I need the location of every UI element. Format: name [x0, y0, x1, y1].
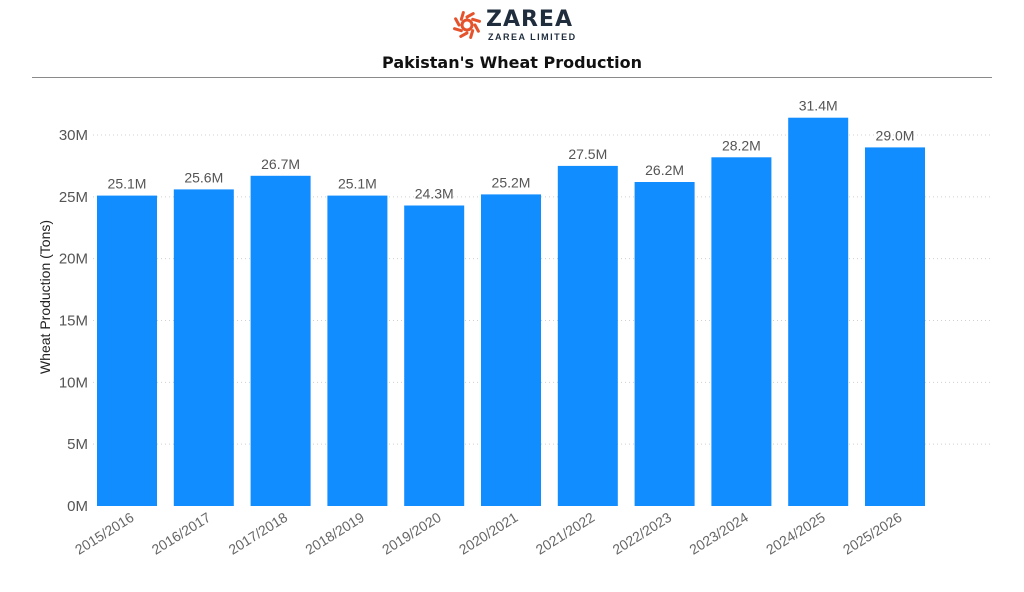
data-label: 31.4M [799, 98, 838, 114]
bar [250, 175, 311, 507]
x-tick-label: 2019/2020 [379, 509, 444, 558]
zarea-logo: ZAREA ZAREA LIMITED [452, 8, 582, 44]
bar [865, 147, 925, 506]
bar [327, 195, 388, 506]
brand-tagline: ZAREA LIMITED [488, 32, 577, 42]
x-axis-ticks: 2015/2016 2016/2017 2017/2018 2018/2019 2019… [72, 509, 905, 558]
bar [481, 194, 541, 506]
brand-name: ZAREA [486, 7, 573, 32]
data-label: 27.5M [568, 146, 607, 162]
bar [557, 165, 618, 506]
bar [404, 205, 465, 506]
y-tick-label: 25M [59, 189, 88, 206]
x-tick-label: 2021/2022 [533, 509, 598, 558]
bar [173, 189, 234, 506]
data-labels: 25.1M 25.6M 26.7M 25.1M 24.3M 25.2M 27.5M 26.2M… [108, 98, 915, 202]
y-axis-label: Wheat Production (Tons) [37, 220, 53, 374]
y-axis-ticks: 0M 5M 10M 15M 20M 25M 30M [59, 127, 88, 515]
x-tick-label: 2023/2024 [686, 509, 751, 558]
y-tick-label: 30M [59, 127, 88, 144]
y-tick-label: 20M [59, 251, 88, 268]
bar [634, 182, 695, 506]
data-label: 25.6M [184, 169, 223, 185]
data-label: 25.1M [338, 176, 377, 192]
y-tick-label: 5M [67, 436, 88, 453]
y-tick-label: 0M [67, 498, 88, 515]
data-label: 24.3M [415, 186, 454, 202]
bar [711, 157, 772, 507]
x-tick-label: 2017/2018 [226, 509, 291, 558]
data-label: 28.2M [722, 137, 761, 153]
x-tick-label: 2015/2016 [72, 509, 137, 558]
x-tick-label: 2020/2021 [456, 509, 521, 558]
chart-title: Pakistan's Wheat Production [382, 53, 642, 72]
x-tick-label: 2022/2023 [610, 509, 675, 558]
gridlines [93, 134, 990, 445]
zarea-logo-mark-icon [453, 11, 481, 39]
data-label: 26.2M [645, 162, 684, 178]
x-tick-label: 2016/2017 [149, 509, 214, 558]
y-tick-label: 15M [59, 313, 88, 330]
data-label: 26.7M [261, 156, 300, 172]
y-tick-label: 10M [59, 374, 88, 391]
x-tick-label: 2024/2025 [763, 509, 828, 558]
data-label: 25.1M [108, 176, 147, 192]
bars [97, 117, 925, 507]
bar [97, 195, 157, 506]
data-label: 29.0M [876, 127, 915, 143]
data-label: 25.2M [492, 174, 531, 190]
bar [788, 117, 849, 506]
x-tick-label: 2018/2019 [302, 509, 367, 558]
x-tick-label: 2025/2026 [840, 509, 905, 558]
title-divider [32, 77, 992, 78]
